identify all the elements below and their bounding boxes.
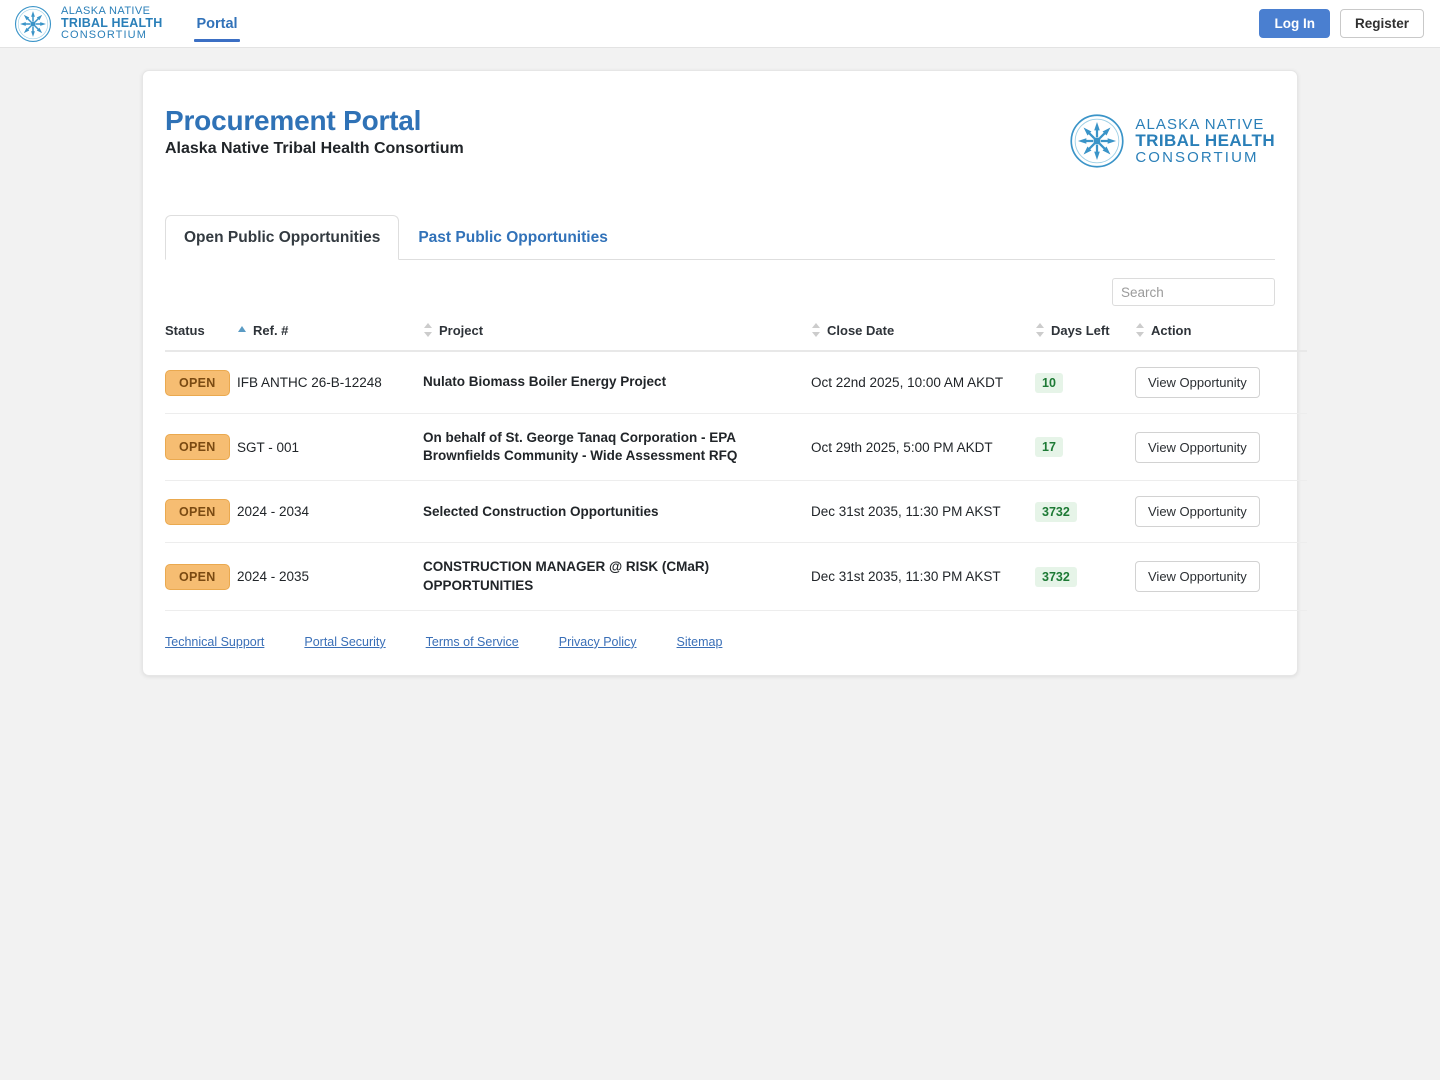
sort-toggle-icon[interactable]: [423, 322, 439, 338]
cell-close-date: Oct 29th 2025, 5:00 PM AKDT: [811, 413, 1035, 482]
table-header-row: Status Ref. #: [165, 316, 1307, 352]
cell-status: OPEN: [165, 542, 237, 611]
footer-link-privacy-policy[interactable]: Privacy Policy: [558, 634, 637, 649]
status-badge: OPEN: [165, 434, 230, 461]
nav-item-portal[interactable]: Portal: [194, 0, 240, 48]
card-footer-links: Technical Support Portal Security Terms …: [165, 611, 1275, 675]
column-header-close-date[interactable]: Close Date: [811, 316, 1035, 352]
cell-action: View Opportunity: [1135, 480, 1307, 544]
footer-link-portal-security[interactable]: Portal Security: [304, 634, 386, 649]
cell-ref: SGT - 001: [237, 413, 423, 482]
table-row: OPEN 2024 - 2035 CONSTRUCTION MANAGER @ …: [165, 542, 1307, 611]
sort-ascending-icon[interactable]: [237, 324, 253, 338]
column-header-ref-label: Ref. #: [253, 323, 289, 338]
column-header-project-label: Project: [439, 322, 484, 338]
days-left-badge: 10: [1035, 372, 1063, 393]
brand-line-2: TRIBAL HEALTH: [61, 16, 163, 31]
column-header-action-label: Action: [1151, 322, 1192, 338]
cell-action: View Opportunity: [1135, 351, 1307, 414]
cell-action: View Opportunity: [1135, 542, 1307, 611]
card-brand-line-2: TRIBAL HEALTH: [1135, 131, 1275, 151]
cell-ref: 2024 - 2034: [237, 480, 423, 544]
days-left-badge: 3732: [1035, 566, 1077, 587]
anthc-circular-emblem-icon: [14, 5, 52, 43]
column-header-ref[interactable]: Ref. #: [237, 316, 423, 352]
status-badge: OPEN: [165, 369, 230, 396]
cell-project: Nulato Biomass Boiler Energy Project: [423, 351, 811, 414]
column-header-days-left[interactable]: Days Left: [1035, 316, 1135, 352]
column-header-status-label: Status: [165, 323, 205, 338]
primary-nav: Portal: [194, 0, 240, 48]
sort-toggle-icon[interactable]: [811, 322, 827, 338]
status-badge: OPEN: [165, 498, 230, 525]
brand-wordmark: ALASKA NATIVE TRIBAL HEALTH CONSORTIUM: [61, 4, 163, 41]
cell-project: On behalf of St. George Tanaq Corporatio…: [423, 413, 811, 482]
column-header-days-left-label: Days Left: [1051, 322, 1110, 338]
anthc-circular-emblem-icon: [1069, 113, 1125, 169]
cell-status: OPEN: [165, 480, 237, 544]
view-opportunity-button[interactable]: View Opportunity: [1135, 561, 1260, 593]
table-row: OPEN 2024 - 2034 Selected Construction O…: [165, 480, 1307, 544]
card-header: Procurement Portal Alaska Native Tribal …: [165, 93, 1275, 169]
sort-toggle-icon[interactable]: [1135, 322, 1151, 338]
column-header-project[interactable]: Project: [423, 316, 811, 352]
column-header-status[interactable]: Status: [165, 316, 237, 352]
card-brand-line-3: CONSORTIUM: [1135, 148, 1259, 166]
cell-status: OPEN: [165, 351, 237, 414]
brand-line-3: CONSORTIUM: [61, 28, 147, 41]
brand-line-1: ALASKA NATIVE: [61, 4, 151, 17]
tab-past-public-opportunities[interactable]: Past Public Opportunities: [418, 229, 608, 246]
tab-open-public-opportunities[interactable]: Open Public Opportunities: [165, 215, 400, 260]
footer-link-terms-of-service[interactable]: Terms of Service: [425, 634, 519, 649]
card-brand-wordmark: ALASKA NATIVE TRIBAL HEALTH CONSORTIUM: [1135, 117, 1275, 165]
view-opportunity-button[interactable]: View Opportunity: [1135, 496, 1260, 528]
column-header-action: Action: [1135, 316, 1307, 352]
search-input[interactable]: [1112, 278, 1275, 306]
view-opportunity-button[interactable]: View Opportunity: [1135, 431, 1260, 463]
cell-action: View Opportunity: [1135, 413, 1307, 482]
cell-days-left: 3732: [1035, 480, 1135, 544]
cell-days-left: 17: [1035, 413, 1135, 482]
cell-days-left: 3732: [1035, 542, 1135, 611]
cell-days-left: 10: [1035, 351, 1135, 414]
cell-ref: 2024 - 2035: [237, 542, 423, 611]
cell-status: OPEN: [165, 413, 237, 482]
table-row: OPEN SGT - 001 On behalf of St. George T…: [165, 413, 1307, 482]
view-opportunity-button[interactable]: View Opportunity: [1135, 367, 1260, 398]
page-subtitle: Alaska Native Tribal Health Consortium: [165, 140, 464, 158]
table-row: OPEN IFB ANTHC 26-B-12248 Nulato Biomass…: [165, 351, 1307, 414]
days-left-badge: 3732: [1035, 501, 1077, 522]
column-header-close-date-label: Close Date: [827, 322, 895, 338]
card-titles: Procurement Portal Alaska Native Tribal …: [165, 105, 464, 158]
card-brand-line-1: ALASKA NATIVE: [1135, 116, 1265, 134]
top-navbar: ALASKA NATIVE TRIBAL HEALTH CONSORTIUM P…: [0, 0, 1440, 48]
table-header: Status Ref. #: [165, 316, 1307, 352]
footer-link-sitemap[interactable]: Sitemap: [676, 634, 723, 649]
procurement-portal-card: Procurement Portal Alaska Native Tribal …: [142, 70, 1307, 676]
opportunity-tabs: Open Public Opportunities Past Public Op…: [165, 215, 1275, 260]
card-brand-logo: ALASKA NATIVE TRIBAL HEALTH CONSORTIUM: [1069, 105, 1275, 169]
cell-close-date: Dec 31st 2035, 11:30 PM AKST: [811, 542, 1035, 611]
navbar-actions: Log In Register: [1259, 9, 1424, 38]
cell-close-date: Oct 22nd 2025, 10:00 AM AKDT: [811, 351, 1035, 414]
sort-toggle-icon[interactable]: [1035, 322, 1051, 338]
register-button[interactable]: Register: [1339, 9, 1424, 38]
opportunities-table: Status Ref. #: [165, 316, 1307, 611]
days-left-badge: 17: [1035, 437, 1063, 458]
cell-ref: IFB ANTHC 26-B-12248: [237, 351, 423, 414]
cell-project: CONSTRUCTION MANAGER @ RISK (CMaR) OPPOR…: [423, 542, 811, 611]
status-badge: OPEN: [165, 563, 230, 590]
page-title: Procurement Portal: [165, 105, 422, 136]
table-search-row: [165, 260, 1275, 316]
brand-logo-link[interactable]: ALASKA NATIVE TRIBAL HEALTH CONSORTIUM: [14, 5, 162, 43]
cell-close-date: Dec 31st 2035, 11:30 PM AKST: [811, 480, 1035, 544]
cell-project: Selected Construction Opportunities: [423, 480, 811, 544]
footer-link-technical-support[interactable]: Technical Support: [165, 634, 265, 649]
log-in-button[interactable]: Log In: [1259, 9, 1330, 38]
table-body: OPEN IFB ANTHC 26-B-12248 Nulato Biomass…: [165, 351, 1307, 611]
